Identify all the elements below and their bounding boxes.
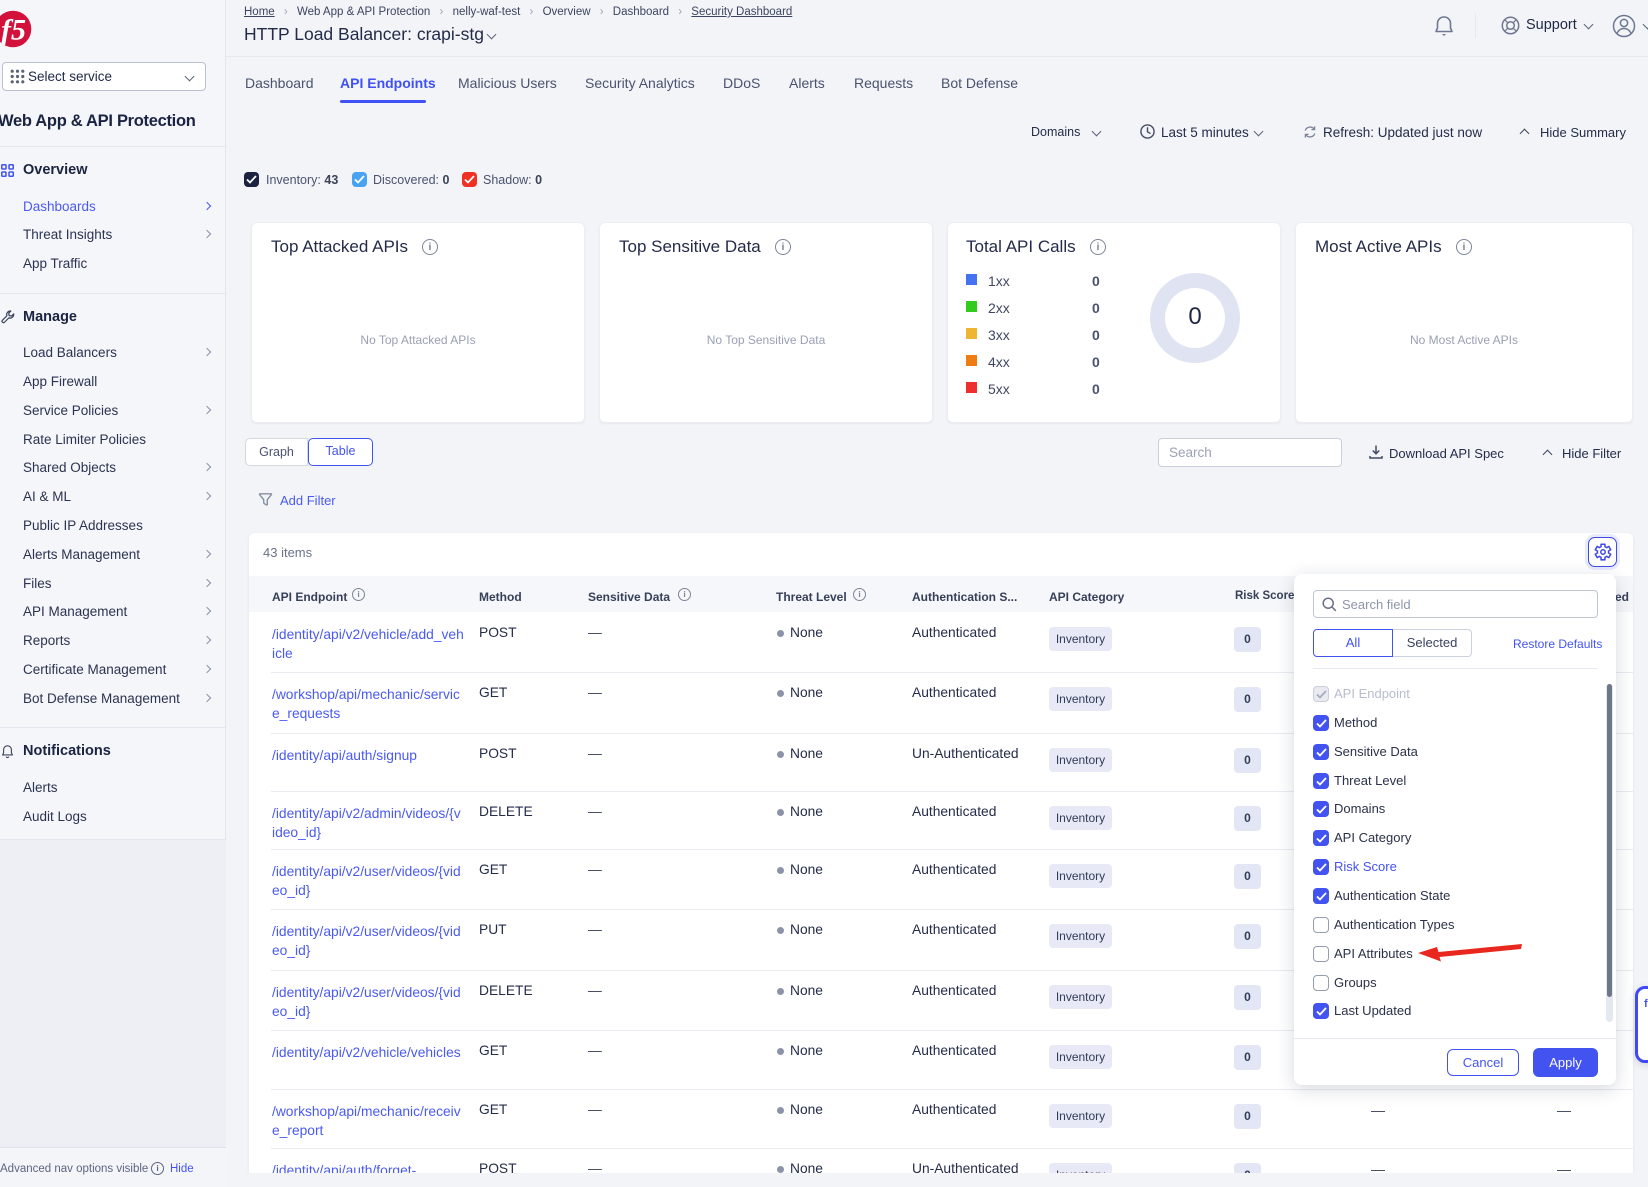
svg-text:f5: f5 [1, 14, 26, 47]
